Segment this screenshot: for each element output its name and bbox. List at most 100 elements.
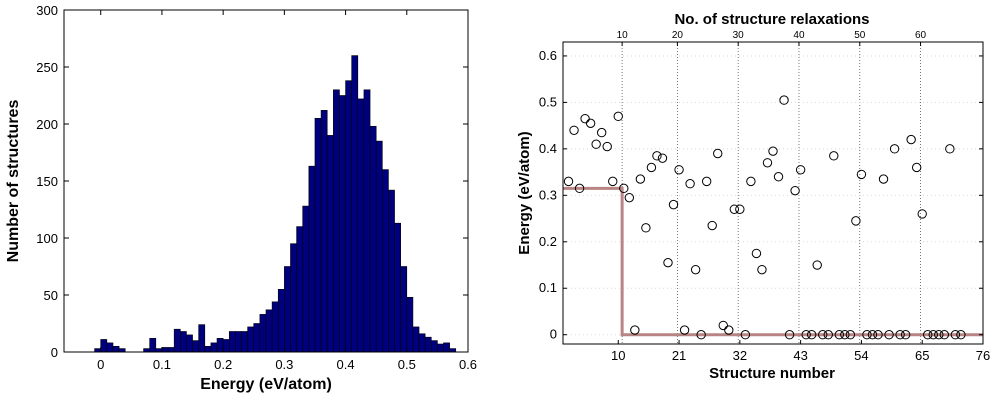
histogram-bar bbox=[100, 339, 108, 353]
scatter-point bbox=[829, 151, 839, 161]
y-tick-label: 250 bbox=[36, 60, 58, 75]
x-tick-label: 32 bbox=[733, 348, 747, 363]
histogram-x-axis-label: Energy (eV/atom) bbox=[200, 376, 332, 393]
scatter-point bbox=[812, 260, 822, 270]
scatter-point bbox=[596, 127, 607, 138]
histogram-bar bbox=[449, 348, 457, 353]
x-tick-label: 21 bbox=[672, 348, 686, 363]
histogram-bar bbox=[333, 89, 340, 353]
histogram-bar bbox=[265, 309, 273, 353]
histogram-bar bbox=[345, 80, 352, 353]
histogram-bar bbox=[149, 338, 157, 353]
scatter-point bbox=[569, 125, 579, 135]
scatter-point bbox=[591, 139, 601, 149]
scatter-point bbox=[585, 118, 596, 129]
scatter-point bbox=[917, 209, 927, 219]
scatter-plot-frame bbox=[562, 41, 984, 345]
scatter-point bbox=[923, 330, 933, 340]
histogram-bars bbox=[94, 55, 457, 353]
scatter-point bbox=[668, 199, 679, 210]
scatter-point bbox=[718, 320, 728, 331]
x-tick-label: 0.3 bbox=[275, 357, 293, 372]
histogram-bar bbox=[259, 314, 267, 353]
histogram-bar bbox=[443, 342, 450, 353]
histogram-bar bbox=[351, 55, 359, 353]
top-tick-label: 20 bbox=[672, 30, 684, 41]
histogram-bar bbox=[388, 189, 395, 353]
scatter-point bbox=[950, 330, 961, 340]
histogram-bar bbox=[363, 89, 371, 353]
scatter-point bbox=[679, 325, 690, 335]
scatter-point bbox=[613, 111, 623, 122]
scatter-point bbox=[867, 330, 878, 340]
scatter-point bbox=[608, 176, 618, 187]
histogram-y-axis-label: Number of structures bbox=[5, 100, 22, 263]
scatter-point bbox=[928, 330, 938, 340]
scatter-title: No. of structure relaxations bbox=[674, 11, 869, 28]
y-tick-label: 0.2 bbox=[539, 234, 557, 249]
scatter-point bbox=[751, 248, 762, 259]
histogram-bar bbox=[204, 345, 212, 353]
scatter-point bbox=[729, 204, 740, 214]
scatter-point bbox=[818, 330, 828, 340]
histogram-bar bbox=[430, 340, 438, 353]
scatter-point bbox=[690, 264, 701, 275]
scatter-point bbox=[834, 330, 845, 340]
scatter-point bbox=[652, 151, 662, 161]
y-tick-label: 0 bbox=[51, 345, 58, 360]
scatter-vertical-gridlines bbox=[621, 42, 921, 344]
scatter-point bbox=[762, 158, 773, 168]
scatter-point bbox=[630, 325, 640, 335]
histogram-bar bbox=[198, 324, 206, 353]
scatter-point bbox=[713, 148, 723, 159]
y-tick-label: 50 bbox=[44, 288, 58, 303]
histogram-bar bbox=[143, 348, 150, 353]
histogram-bar bbox=[277, 288, 285, 353]
histogram-x-ticks: 0 0.1 0.2 0.3 0.4 0.5 0.6 bbox=[97, 10, 477, 372]
scatter-point bbox=[911, 162, 922, 173]
scatter-point bbox=[806, 330, 817, 340]
y-tick-label: 0.5 bbox=[539, 94, 557, 109]
scatter-point bbox=[795, 165, 806, 175]
histogram-bar bbox=[192, 340, 199, 353]
scatter-point bbox=[773, 172, 784, 182]
histogram-bar bbox=[210, 342, 218, 353]
scatter-x-axis-label: Structure number bbox=[709, 365, 835, 382]
histogram-bar bbox=[167, 347, 175, 353]
scatter-points bbox=[563, 95, 966, 340]
histogram-bar bbox=[302, 205, 310, 353]
scatter-point bbox=[635, 174, 646, 184]
histogram-bar bbox=[235, 331, 242, 353]
histogram-bar bbox=[186, 334, 193, 353]
scatter-point bbox=[574, 183, 585, 194]
scatter-point bbox=[873, 330, 883, 340]
scatter-point bbox=[696, 330, 706, 340]
x-tick-label: 76 bbox=[976, 348, 990, 363]
scatter-point bbox=[663, 257, 673, 268]
top-tick-label: 40 bbox=[793, 30, 805, 41]
scatter-point bbox=[895, 330, 905, 340]
histogram-bar bbox=[241, 331, 248, 353]
scatter-chart: 10 21 32 43 54 65 76 0 0.1 0.2 0.3 0.4 0.5 0.6 10 20 3… bbox=[516, 11, 990, 382]
scatter-point bbox=[889, 144, 900, 154]
histogram-bar bbox=[320, 110, 328, 353]
scatter-point bbox=[945, 144, 955, 154]
scatter-point bbox=[674, 165, 684, 175]
histogram-bar bbox=[326, 135, 334, 353]
scatter-point bbox=[580, 113, 590, 124]
histogram-bar bbox=[412, 326, 420, 353]
x-tick-label: 0 bbox=[97, 357, 104, 372]
histogram-bar bbox=[173, 328, 181, 353]
histogram-bar bbox=[375, 140, 383, 353]
histogram-bar bbox=[94, 348, 102, 353]
histogram-bar bbox=[400, 266, 408, 353]
histogram-y-ticks: 0 50 100 150 200 250 300 bbox=[36, 3, 468, 360]
histogram-bar bbox=[394, 222, 401, 353]
scatter-point bbox=[646, 162, 657, 173]
histogram-bar bbox=[228, 331, 236, 353]
top-tick-label: 10 bbox=[617, 30, 629, 41]
histogram-bar bbox=[357, 98, 365, 353]
scatter-point bbox=[856, 169, 867, 180]
scatter-point bbox=[840, 330, 850, 340]
histogram-bar bbox=[406, 296, 414, 353]
